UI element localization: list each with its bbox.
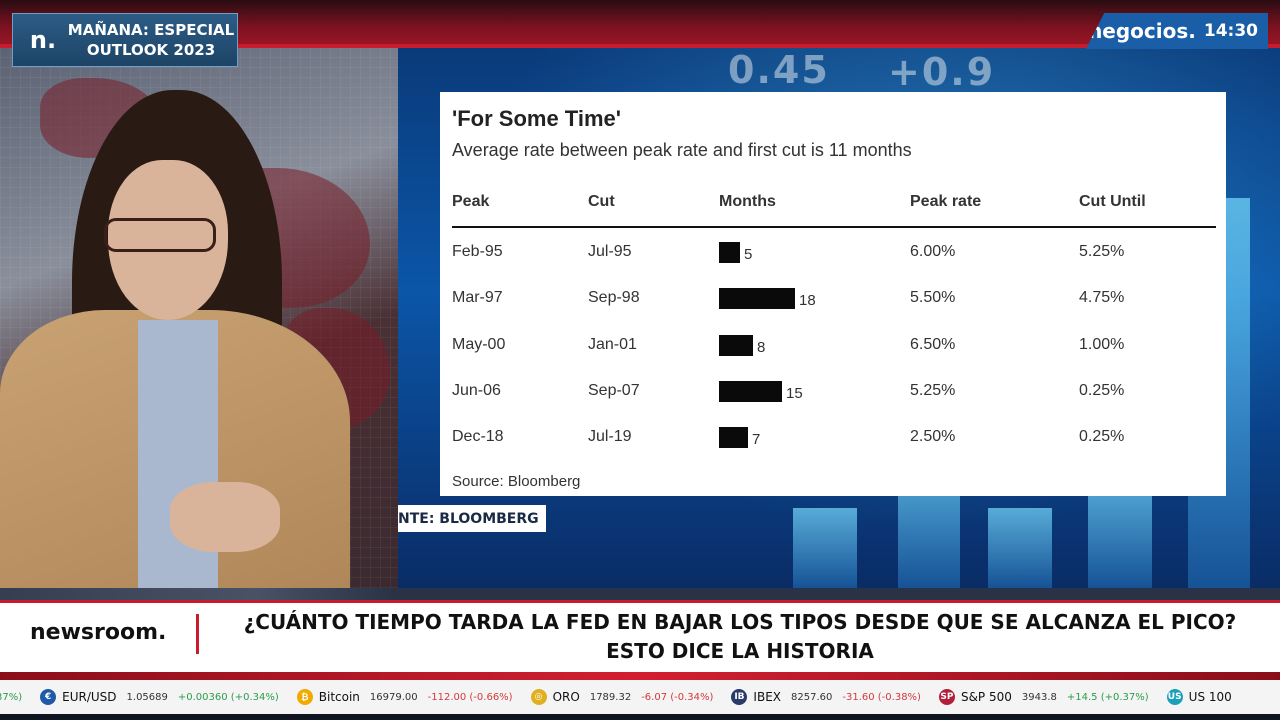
months-value: 18 (799, 292, 816, 309)
ticker-price: 1.05689 (126, 691, 168, 703)
column-header-cut-until: Cut Until (1079, 193, 1146, 210)
cell-cut: Sep-07 (588, 382, 640, 399)
card-title: 'For Some Time' (452, 106, 621, 131)
ticker-name: Bitcoin (318, 690, 360, 704)
cell-peak-rate: 6.50% (910, 336, 956, 353)
months-value: 5 (744, 246, 753, 263)
ticker-name: US 100 (1188, 690, 1232, 704)
cell-peak: Jun-06 (452, 382, 501, 399)
cell-peak: May-00 (452, 336, 506, 353)
ticker-change: -6.07 (-0.34%) (641, 691, 714, 703)
column-header-months: Months (719, 193, 776, 210)
cell-cut-until: 0.25% (1079, 382, 1125, 399)
cell-peak: Dec-18 (452, 428, 504, 445)
brand-divider (196, 614, 199, 654)
ticker-asset-icon: € (40, 689, 57, 705)
ticker-name: S&P 500 (960, 690, 1012, 704)
months-bar (719, 381, 782, 402)
months-bar (719, 288, 795, 309)
lower-third: newsroom. ¿CUÁNTO TIEMPO TARDA LA FED EN… (0, 600, 1280, 672)
cell-cut: Sep-98 (588, 289, 640, 306)
ticker-change: -112.00 (-0.66%) (427, 691, 513, 703)
ticker-name: EUR/USD (62, 690, 117, 704)
background-number: 0.45 (728, 48, 830, 92)
cell-cut: Jan-01 (588, 336, 637, 353)
ticker-item: US US 100 (1166, 689, 1242, 705)
ticker-asset-icon: SP (938, 689, 955, 705)
ticker-item: IB IBEX 8257.60 -31.60 (-0.38%) (731, 689, 921, 705)
column-header-peak-rate: Peak rate (910, 193, 982, 210)
ticker-name: IBEX (753, 690, 781, 704)
ticker-change: 37%) (0, 691, 23, 703)
data-card: 'For Some Time' Average rate between pea… (440, 92, 1226, 496)
cell-peak: Mar-97 (452, 289, 503, 306)
red-strip (0, 672, 1280, 680)
months-value: 8 (757, 339, 766, 356)
ticker-name: ORO (552, 690, 580, 704)
ticker-asset-icon: ◎ (530, 689, 547, 705)
column-header-cut: Cut (588, 193, 615, 210)
ticker-item: 37%) (0, 692, 22, 703)
ticker-price: 8257.60 (791, 691, 833, 703)
channel-name: negocios. (1088, 19, 1196, 43)
ticker-asset-icon: US (1166, 689, 1183, 705)
ticker-item: € EUR/USD 1.05689 +0.00360 (+0.34%) (40, 689, 279, 705)
ticker-price: 3943.8 (1021, 691, 1057, 703)
months-value: 15 (786, 385, 803, 402)
cell-peak-rate: 6.00% (910, 243, 956, 260)
ticker-change: +14.5 (+0.37%) (1066, 691, 1149, 703)
promo-badge: n. MAÑANA: ESPECIAL OUTLOOK 2023 (12, 13, 238, 67)
header-divider (452, 226, 1216, 228)
ticker-item: SP S&P 500 3943.8 +14.5 (+0.37%) (938, 689, 1149, 705)
card-source: Source: Bloomberg (452, 473, 581, 490)
cell-peak-rate: 5.25% (910, 382, 956, 399)
cell-cut-until: 1.00% (1079, 336, 1125, 353)
cell-cut-until: 4.75% (1079, 289, 1125, 306)
background-number: +0.9 (888, 50, 996, 94)
ticker-change: +0.00360 (+0.34%) (177, 691, 279, 703)
cell-cut-until: 5.25% (1079, 243, 1125, 260)
ticker-item: ◎ ORO 1789.32 -6.07 (-0.34%) (530, 689, 714, 705)
cell-peak-rate: 2.50% (910, 428, 956, 445)
card-subtitle: Average rate between peak rate and first… (452, 140, 912, 160)
cell-peak: Feb-95 (452, 243, 503, 260)
months-bar (719, 427, 748, 448)
presenter (0, 90, 398, 588)
ticker-asset-icon: IB (731, 689, 748, 705)
promo-text: MAÑANA: ESPECIAL OUTLOOK 2023 (67, 21, 235, 59)
market-ticker: 37%) € EUR/USD 1.05689 +0.00360 (+0.34%) ₿ Bit… (0, 680, 1280, 714)
channel-logo-icon: n. (29, 26, 57, 54)
cell-cut: Jul-95 (588, 243, 632, 260)
ticker-price: 16979.00 (369, 691, 418, 703)
headline: ¿CUÁNTO TIEMPO TARDA LA FED EN BAJAR LOS… (243, 610, 1237, 663)
cell-peak-rate: 5.50% (910, 289, 956, 306)
ticker-change: -31.60 (-0.38%) (842, 691, 921, 703)
bottom-strip (0, 714, 1280, 720)
ticker-item: ₿ Bitcoin 16979.00 -112.00 (-0.66%) (296, 689, 513, 705)
clock-time: 14:30 (1203, 21, 1258, 41)
months-bar (719, 335, 753, 356)
months-bar (719, 242, 740, 263)
cell-cut-until: 0.25% (1079, 428, 1125, 445)
months-value: 7 (752, 431, 761, 448)
ticker-asset-icon: ₿ (296, 689, 313, 705)
program-brand: newsroom. (30, 620, 167, 645)
cell-cut: Jul-19 (588, 428, 632, 445)
glasses-icon (104, 218, 216, 252)
source-tag: NTE: BLOOMBERG (398, 505, 546, 532)
channel-badge: negocios. 14:30 (1086, 13, 1268, 49)
ticker-price: 1789.32 (589, 691, 632, 703)
column-header-peak: Peak (452, 193, 490, 210)
